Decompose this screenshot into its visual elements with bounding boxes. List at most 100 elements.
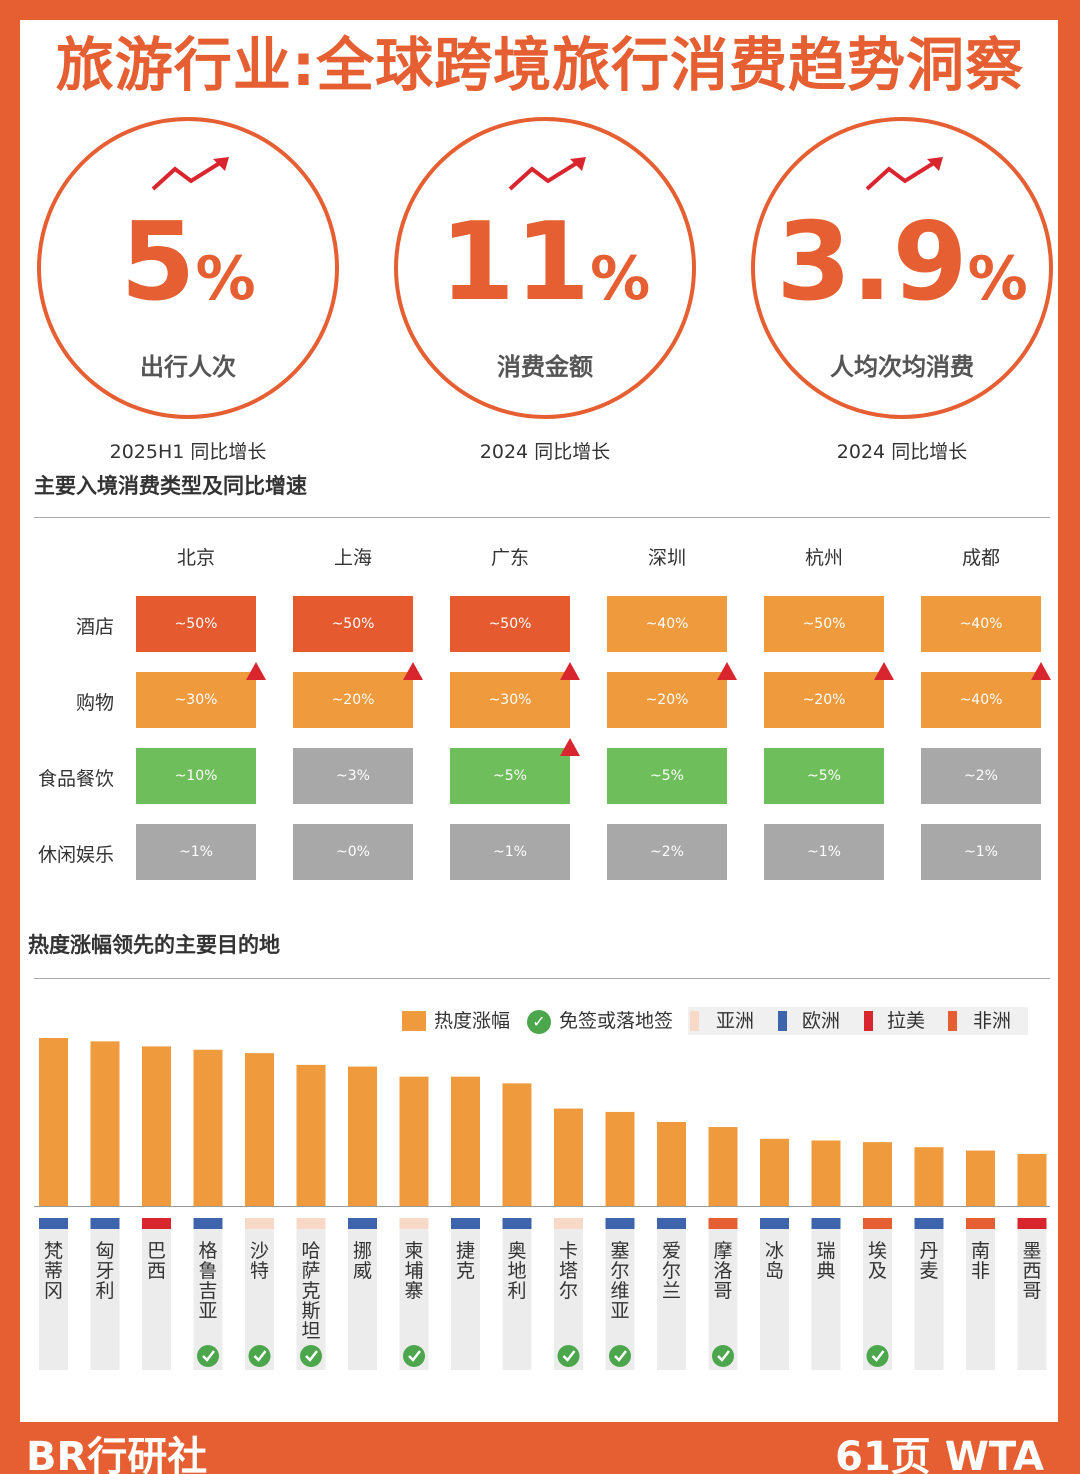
- heatmap-cell: ~50%: [764, 596, 884, 652]
- legend-bar-swatch: [402, 1011, 426, 1031]
- label-column-bg: [863, 1218, 892, 1370]
- heatmap-cell: ~20%: [607, 672, 727, 728]
- kpi-number: 11: [439, 200, 591, 325]
- bar: [554, 1108, 583, 1206]
- check-icon: [609, 1345, 631, 1367]
- category-label: 奥地利: [507, 1240, 526, 1302]
- region-marker: [451, 1218, 480, 1229]
- legend-latam-swatch: [864, 1011, 873, 1031]
- trend-up-icon: [865, 157, 943, 191]
- kpi-number: 5: [120, 200, 196, 325]
- bar: [863, 1142, 892, 1206]
- bar: [245, 1053, 274, 1206]
- legend-bar-label: 热度涨幅: [434, 1010, 511, 1032]
- trend-up-icon: [151, 157, 229, 191]
- footer-brand: BR行研社: [26, 1434, 208, 1474]
- kpi-label: 人均次均消费: [830, 353, 974, 381]
- category-label: 墨西哥: [1022, 1240, 1041, 1302]
- legend-visa-label: 免签或落地签: [559, 1010, 674, 1032]
- label-column-bg: [760, 1218, 789, 1370]
- heatmap-cell: ~1%: [136, 824, 256, 880]
- kpi-number: 3.9: [776, 200, 968, 325]
- bar: [399, 1076, 429, 1206]
- heatmap-cell: ~20%: [764, 672, 884, 728]
- increase-arrow-icon: [874, 662, 894, 680]
- category-label: 巴西: [147, 1240, 166, 1282]
- label-column-bg: [502, 1218, 532, 1370]
- label-column-bg: [811, 1218, 841, 1370]
- region-marker: [193, 1218, 223, 1229]
- check-icon: [866, 1345, 889, 1367]
- bar: [451, 1076, 480, 1206]
- legend-europe-swatch: [778, 1011, 787, 1031]
- category-label: 匈牙利: [95, 1240, 114, 1302]
- kpi-label: 出行人次: [140, 353, 236, 381]
- bar: [296, 1064, 326, 1206]
- category-label: 捷克: [456, 1240, 475, 1282]
- row-header: 休闲娱乐: [37, 844, 114, 866]
- divider: [34, 978, 1050, 979]
- bar: [348, 1066, 377, 1206]
- heatmap-cell: ~30%: [136, 672, 256, 728]
- trend-up-icon: [508, 157, 586, 191]
- heatmap-cell: ~5%: [450, 748, 570, 804]
- region-marker: [90, 1218, 120, 1229]
- heatmap-cell: ~50%: [136, 596, 256, 652]
- kpi-value: 11%: [398, 209, 692, 317]
- label-column-bg: [245, 1218, 274, 1370]
- category-label: 埃及: [868, 1240, 887, 1282]
- heatmap-cell: ~1%: [921, 824, 1041, 880]
- category-label: 瑞典: [816, 1240, 835, 1282]
- category-label: 挪威: [353, 1240, 372, 1282]
- kpi-unit: %: [195, 244, 256, 314]
- column-header: 深圳: [647, 547, 686, 569]
- bar: [914, 1147, 944, 1206]
- legend-asia-swatch: [690, 1011, 699, 1031]
- region-marker: [760, 1218, 789, 1229]
- region-marker: [399, 1218, 429, 1229]
- kpi-unit: %: [590, 244, 651, 314]
- heatmap-cell: ~50%: [293, 596, 413, 652]
- label-column-bg: [348, 1218, 377, 1370]
- legend-asia-label: 亚洲: [716, 1010, 755, 1032]
- column-header: 杭州: [804, 547, 843, 569]
- heatmap-cell: ~2%: [607, 824, 727, 880]
- increase-arrow-icon: [403, 662, 423, 680]
- label-column-bg: [605, 1218, 635, 1370]
- legend-africa-swatch: [948, 1011, 957, 1031]
- bar: [760, 1138, 789, 1206]
- region-marker: [657, 1218, 686, 1229]
- heatmap-cell: ~5%: [607, 748, 727, 804]
- category-label: 摩洛哥: [713, 1240, 732, 1302]
- region-marker: [348, 1218, 377, 1229]
- label-column-bg: [657, 1218, 686, 1370]
- bar: [90, 1041, 120, 1206]
- category-label: 爱尔兰: [662, 1240, 681, 1302]
- row-header: 酒店: [75, 616, 114, 638]
- increase-arrow-icon: [560, 738, 580, 756]
- kpi-label: 消费金额: [497, 353, 593, 381]
- label-column-bg: [142, 1218, 171, 1370]
- region-marker: [811, 1218, 841, 1229]
- check-icon: [300, 1345, 322, 1367]
- bar: [811, 1140, 841, 1206]
- column-header: 上海: [333, 547, 372, 569]
- bar-chart-title: 热度涨幅领先的主要目的地: [28, 933, 280, 957]
- legend-visa-marker: ✓: [527, 1006, 551, 1036]
- category-label: 塞尔维亚: [610, 1240, 629, 1322]
- bar: [605, 1111, 635, 1206]
- legend-africa-label: 非洲: [973, 1010, 1012, 1032]
- increase-arrow-icon: [560, 662, 580, 680]
- label-column-bg: [914, 1218, 944, 1370]
- kpi-circle: 5% 出行人次: [37, 117, 339, 419]
- heatmap-cell: ~40%: [921, 672, 1041, 728]
- category-label: 卡塔尔: [559, 1240, 578, 1302]
- kpi-subtitle: 2024 同比增长: [836, 441, 968, 463]
- label-column-bg: [708, 1218, 738, 1370]
- category-label: 丹麦: [919, 1240, 938, 1282]
- legend-region-box: [688, 1007, 1028, 1035]
- increase-arrow-icon: [1031, 662, 1051, 680]
- kpi-value: 5%: [41, 209, 335, 317]
- label-column-bg: [451, 1218, 480, 1370]
- legend-latam-label: 拉美: [887, 1010, 926, 1032]
